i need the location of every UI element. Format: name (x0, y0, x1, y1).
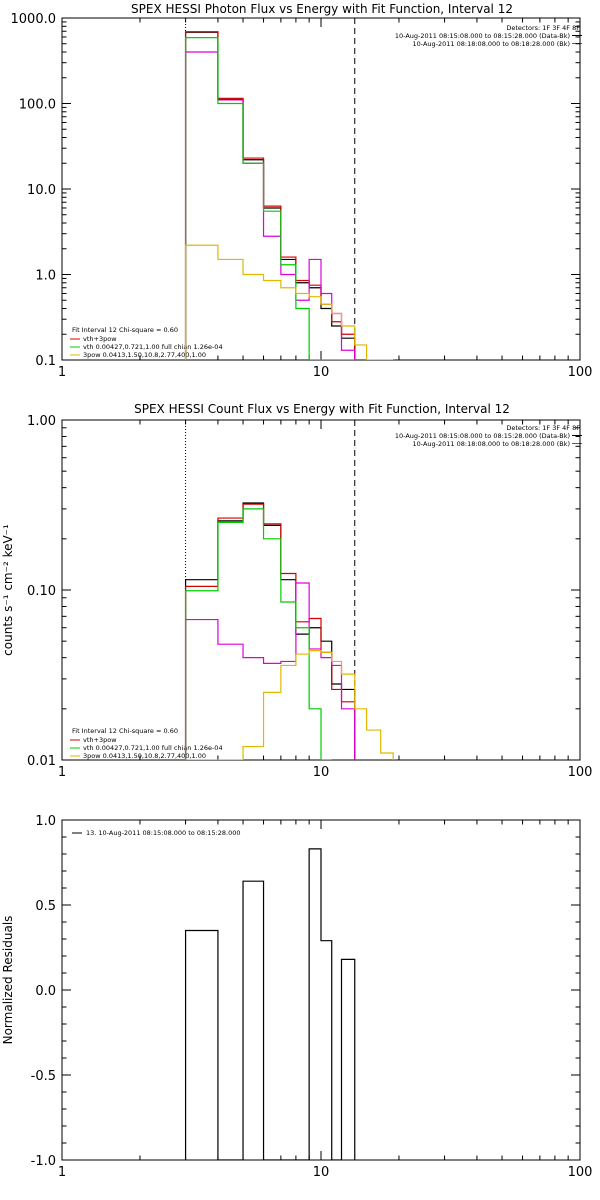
chart-title: SPEX HESSI Count Flux vs Energy with Fit… (134, 402, 510, 416)
y-axis-label: counts s⁻¹ cm⁻² keV⁻¹ (1, 524, 15, 656)
x-tick-label: 10 (313, 365, 330, 380)
series-line-1 (184, 503, 356, 760)
y-axis-label: Normalized Residuals (1, 916, 15, 1045)
x-tick-label: 100 (568, 1165, 593, 1180)
series-line-0 (184, 502, 356, 760)
y-tick-label: 0.0 (35, 984, 56, 999)
series-line-4 (184, 244, 394, 360)
series-line-1 (184, 31, 356, 360)
series-line-0 (184, 31, 356, 360)
series-line-3 (184, 508, 332, 760)
photon-flux-panel: SPEX HESSI Photon Flux vs Energy with Fi… (11, 2, 593, 380)
legend-line: 10-Aug-2011 08:15:08.000 to 08:15:28.000… (395, 32, 570, 40)
y-tick-label: -1.0 (31, 1154, 56, 1169)
x-tick-label: 10 (313, 1165, 330, 1180)
y-tick-label: 100.0 (19, 98, 56, 113)
legend-entry: vth+3pow (83, 335, 117, 343)
legend-line: 10-Aug-2011 08:18:08.000 to 08:18:28.000… (413, 40, 570, 48)
y-tick-label: 10.0 (27, 183, 56, 198)
series-line-3 (184, 36, 355, 360)
series-line-2 (184, 582, 356, 760)
legend-entry: 13. 10-Aug-2011 08:15:08.000 to 08:15:28… (86, 829, 241, 837)
residuals-panel: Normalized Residuals 13. 10-Aug-2011 08:… (1, 814, 592, 1180)
legend-entry: 3pow 0.0413,1.50,10.8,2.77,400,1.00 (83, 351, 206, 359)
y-tick-label: 0.01 (27, 754, 56, 769)
legend-bottom-left: Fit Interval 12 Chi-square = 0.60 vth+3p… (70, 326, 223, 359)
y-tick-label: 1000.0 (11, 12, 57, 27)
y-tick-label: -0.5 (31, 1069, 56, 1084)
legend-line: Detectors: 1F 3F 4F 8F (506, 424, 580, 432)
x-tick-label: 100 (568, 765, 593, 780)
x-tick-label: 1 (58, 365, 66, 380)
y-tick-label: 0.10 (27, 584, 56, 599)
y-tick-label: 0.1 (35, 354, 56, 369)
legend-entry: 3pow 0.0413,1.50,10.8,2.77,400,1.00 (83, 752, 206, 760)
legend-header: Fit Interval 12 Chi-square = 0.60 (72, 727, 178, 735)
legend-line: 10-Aug-2011 08:18:08.000 to 08:18:28.000… (413, 440, 570, 448)
series-line-4 (185, 650, 394, 760)
legend-line: Detectors: 1F 3F 4F 8F (506, 24, 580, 32)
y-tick-label: 1.0 (35, 814, 56, 829)
legend-entry: vth 0.00427,0.721,1.00 full chian 1.26e-… (83, 343, 223, 351)
x-tick-label: 100 (568, 365, 593, 380)
legend-top-right: Detectors: 1F 3F 4F 8F 10-Aug-2011 08:15… (395, 424, 582, 448)
x-tick-label: 10 (313, 765, 330, 780)
legend-line: 10-Aug-2011 08:15:08.000 to 08:15:28.000… (395, 432, 570, 440)
y-tick-label: 0.5 (35, 899, 56, 914)
legend-top-right: Detectors: 1F 3F 4F 8F 10-Aug-2011 08:15… (395, 24, 582, 48)
y-tick-label: 1.0 (35, 269, 56, 284)
y-tick-label: 1.00 (27, 414, 56, 429)
x-tick-label: 1 (58, 1165, 66, 1180)
legend-entry: vth 0.00427,0.721,1.00 full chian 1.26e-… (83, 744, 223, 752)
x-tick-label: 1 (58, 765, 66, 780)
count-flux-panel: SPEX HESSI Count Flux vs Energy with Fit… (1, 402, 592, 780)
chart-title: SPEX HESSI Photon Flux vs Energy with Fi… (131, 2, 513, 16)
legend-entry: vth+3pow (83, 736, 117, 744)
legend-bottom-left: Fit Interval 12 Chi-square = 0.60 vth+3p… (70, 727, 223, 760)
series-line-0 (184, 848, 356, 1160)
legend-header: Fit Interval 12 Chi-square = 0.60 (72, 326, 178, 334)
